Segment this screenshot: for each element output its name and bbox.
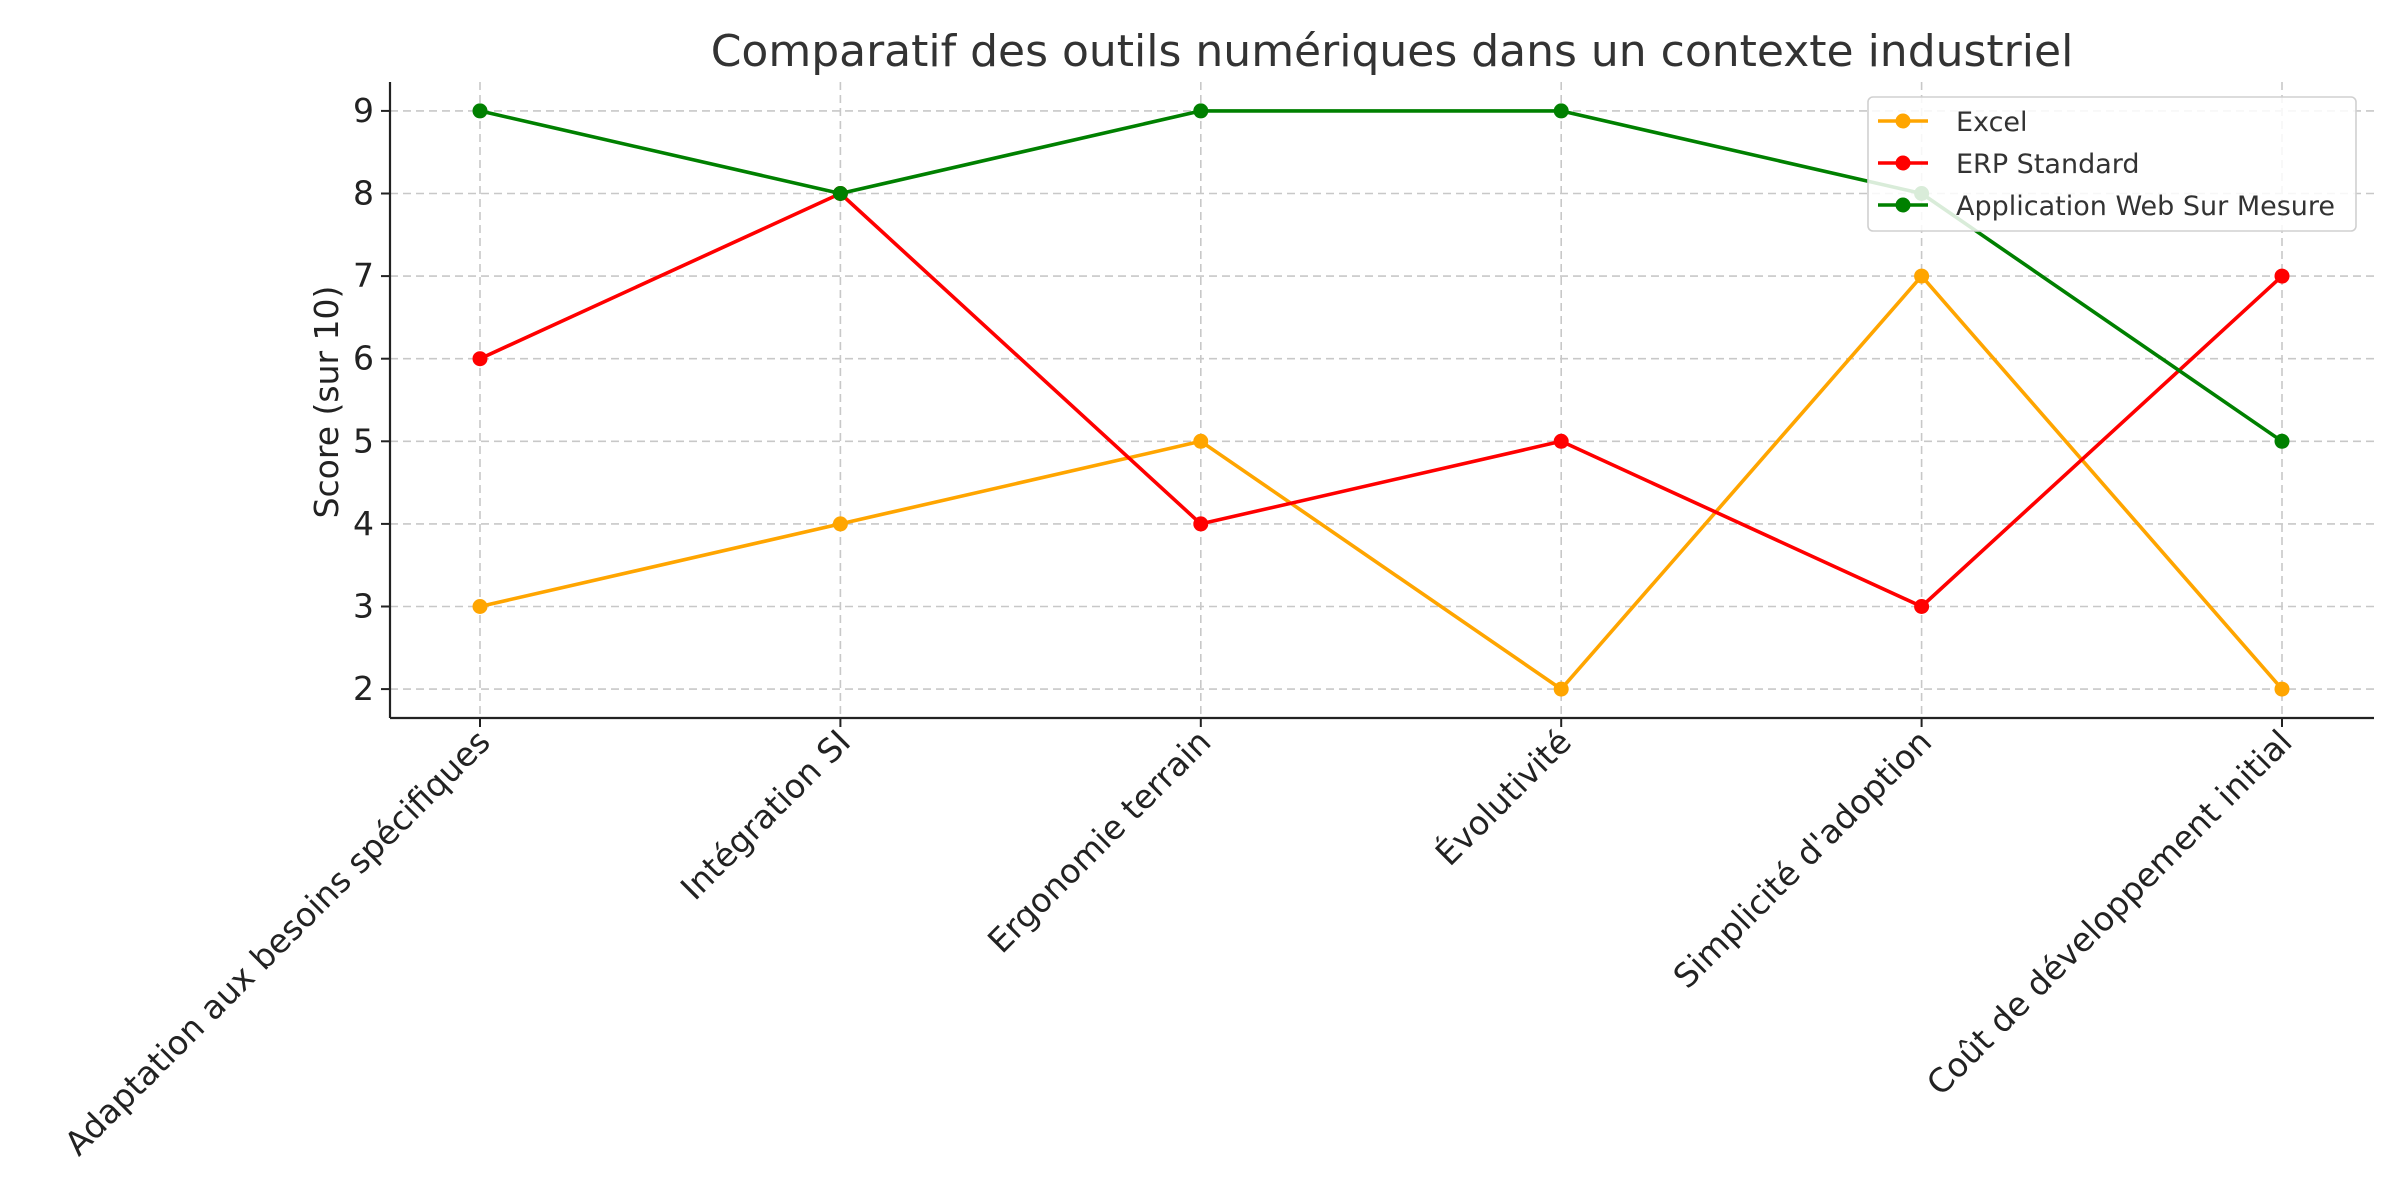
series-line: [479, 191, 2284, 609]
legend-label: Excel: [1956, 107, 2028, 138]
legend-marker: [1895, 197, 1911, 213]
data-point: [472, 351, 488, 367]
data-point: [1553, 103, 1569, 119]
series-layer: [472, 103, 2290, 697]
data-point: [1193, 516, 1209, 532]
y-tick-label: 2: [353, 669, 374, 708]
x-tick-label: Évolutivité: [1427, 721, 1579, 873]
series-2: [472, 186, 2290, 614]
y-tick-label: 3: [353, 586, 374, 625]
y-tick-label: 7: [353, 256, 374, 295]
data-point: [1914, 598, 1930, 614]
data-point: [1553, 681, 1569, 697]
series-line: [479, 109, 2284, 443]
data-point: [2274, 681, 2290, 697]
legend: Excel ERP Standard Application Web Sur Mes…: [1867, 96, 2357, 232]
legend-label: Application Web Sur Mesure: [1956, 191, 2335, 222]
x-tick-label: Ergonomie terrain: [980, 722, 1219, 961]
legend-label: ERP Standard: [1956, 149, 2140, 180]
series-1: [472, 268, 2290, 697]
data-point: [2274, 433, 2290, 449]
y-axis-label: Score (sur 10): [307, 286, 346, 519]
legend-marker: [1895, 113, 1911, 129]
series-line: [479, 274, 2284, 691]
y-tick-label: 5: [353, 421, 374, 460]
x-tick-label: Intégration SI: [673, 722, 858, 907]
x-tick-label: Simplicité d'adoption: [1666, 722, 1940, 996]
chart-title: Comparatif des outils numériques dans un…: [711, 26, 2074, 77]
x-tick-label: Adaptation aux besoins spécifiques: [57, 722, 498, 1163]
data-point: [1193, 433, 1209, 449]
data-point: [1193, 103, 1209, 119]
axes: 2 3 4 5 6 7 8 9 Adaptation aux besoins spécifiqu…: [57, 82, 2374, 1163]
data-point: [832, 516, 848, 532]
data-point: [2274, 268, 2290, 284]
legend-item: Excel: [1878, 107, 2028, 138]
y-tick-label: 6: [353, 339, 374, 378]
data-point: [472, 598, 488, 614]
y-tick-label: 9: [353, 91, 374, 130]
legend-item: ERP Standard: [1878, 149, 2140, 180]
data-point: [472, 103, 488, 119]
legend-box: [1867, 96, 2357, 232]
x-tick-label: Coût de développement initial: [1919, 722, 2300, 1103]
y-tick-label: 4: [353, 504, 374, 543]
series-3: [472, 103, 2290, 449]
data-point: [1553, 433, 1569, 449]
data-point: [832, 186, 848, 202]
y-tick-label: 8: [353, 174, 374, 213]
grid: [390, 82, 2374, 718]
legend-item: Application Web Sur Mesure: [1878, 191, 2335, 222]
data-point: [1914, 268, 1930, 284]
legend-marker: [1895, 155, 1911, 171]
